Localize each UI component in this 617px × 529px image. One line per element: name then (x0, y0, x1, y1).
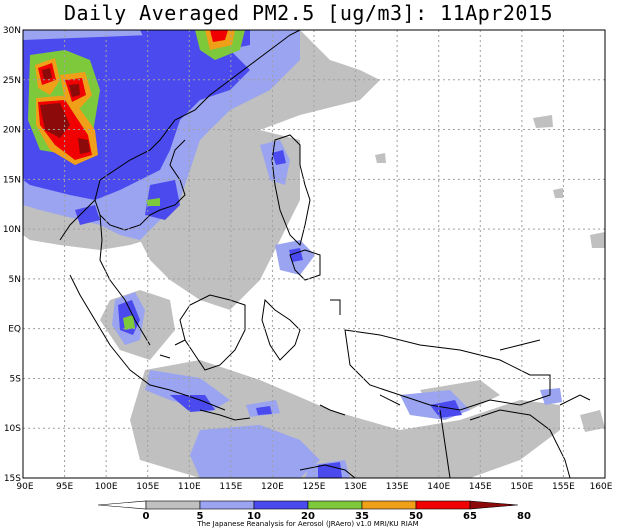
colorbar-level-label: 20 (301, 511, 315, 522)
lat-tick-label: 30N (3, 26, 21, 36)
lon-tick-label: 100E (95, 482, 118, 492)
lat-tick-label: EQ (8, 325, 21, 335)
lon-tick-label: 140E (427, 482, 450, 492)
colorbar-segment-high (469, 500, 519, 510)
lon-tick-label: 110E (178, 482, 201, 492)
colorbar-level-label: 50 (409, 511, 423, 522)
pm25-field (23, 30, 605, 478)
lon-tick-label: 160E (590, 482, 613, 492)
lon-tick-label: 105E (136, 482, 159, 492)
lon-tick-labels: 90E 95E 100E 105E 110E 115E 120E 125E 130E 135E 14… (16, 482, 612, 492)
lat-tick-label: 15S (4, 474, 21, 484)
lon-tick-label: 135E (386, 482, 409, 492)
colorbar-segment (253, 500, 309, 510)
lon-tick-label: 155E (552, 482, 575, 492)
colorbar-labels: 0 5 10 20 35 50 65 80 (143, 511, 531, 522)
colorbar-level-label: 35 (355, 511, 369, 522)
lat-tick-label: 5S (10, 374, 22, 384)
lat-tick-label: 25N (3, 76, 21, 86)
lon-tick-label: 125E (303, 482, 326, 492)
lat-tick-label: 15N (3, 175, 21, 185)
colorbar-segment (307, 500, 363, 510)
map-frame (22, 29, 606, 479)
lat-tick-labels: 30N 25N 20N 15N 10N 5N EQ 5S 10S 15S (3, 26, 21, 484)
lat-tick-label: 20N (3, 126, 21, 136)
colorbar-level-label: 10 (247, 511, 261, 522)
gridlines (23, 30, 605, 478)
colorbar-segment (415, 500, 471, 510)
colorbar-level-label: 65 (463, 511, 477, 522)
colorbar (97, 500, 519, 510)
colorbar-segment-low (97, 500, 147, 510)
colorbar-segment (145, 500, 201, 510)
lon-tick-label: 115E (219, 482, 242, 492)
lon-tick-label: 150E (510, 482, 533, 492)
lat-tick-label: 5N (9, 275, 21, 285)
lon-tick-label: 120E (261, 482, 284, 492)
colorbar-level-label: 0 (143, 511, 150, 522)
credit-text: The Japanese Reanalysis for Aerosol (JRA… (196, 520, 418, 528)
colorbar-segment (361, 500, 417, 510)
lat-tick-label: 10S (4, 424, 21, 434)
colorbar-level-label: 80 (517, 511, 531, 522)
map-title: Daily Averaged PM2.5 [ug/m3]: 11Apr2015 (63, 1, 554, 25)
colorbar-level-label: 5 (197, 511, 204, 522)
lat-tick-label: 10N (3, 225, 21, 235)
colorbar-segment (199, 500, 255, 510)
lon-tick-label: 95E (56, 482, 73, 492)
lon-tick-label: 145E (469, 482, 492, 492)
lon-tick-label: 90E (16, 482, 33, 492)
lon-tick-label: 130E (344, 482, 367, 492)
